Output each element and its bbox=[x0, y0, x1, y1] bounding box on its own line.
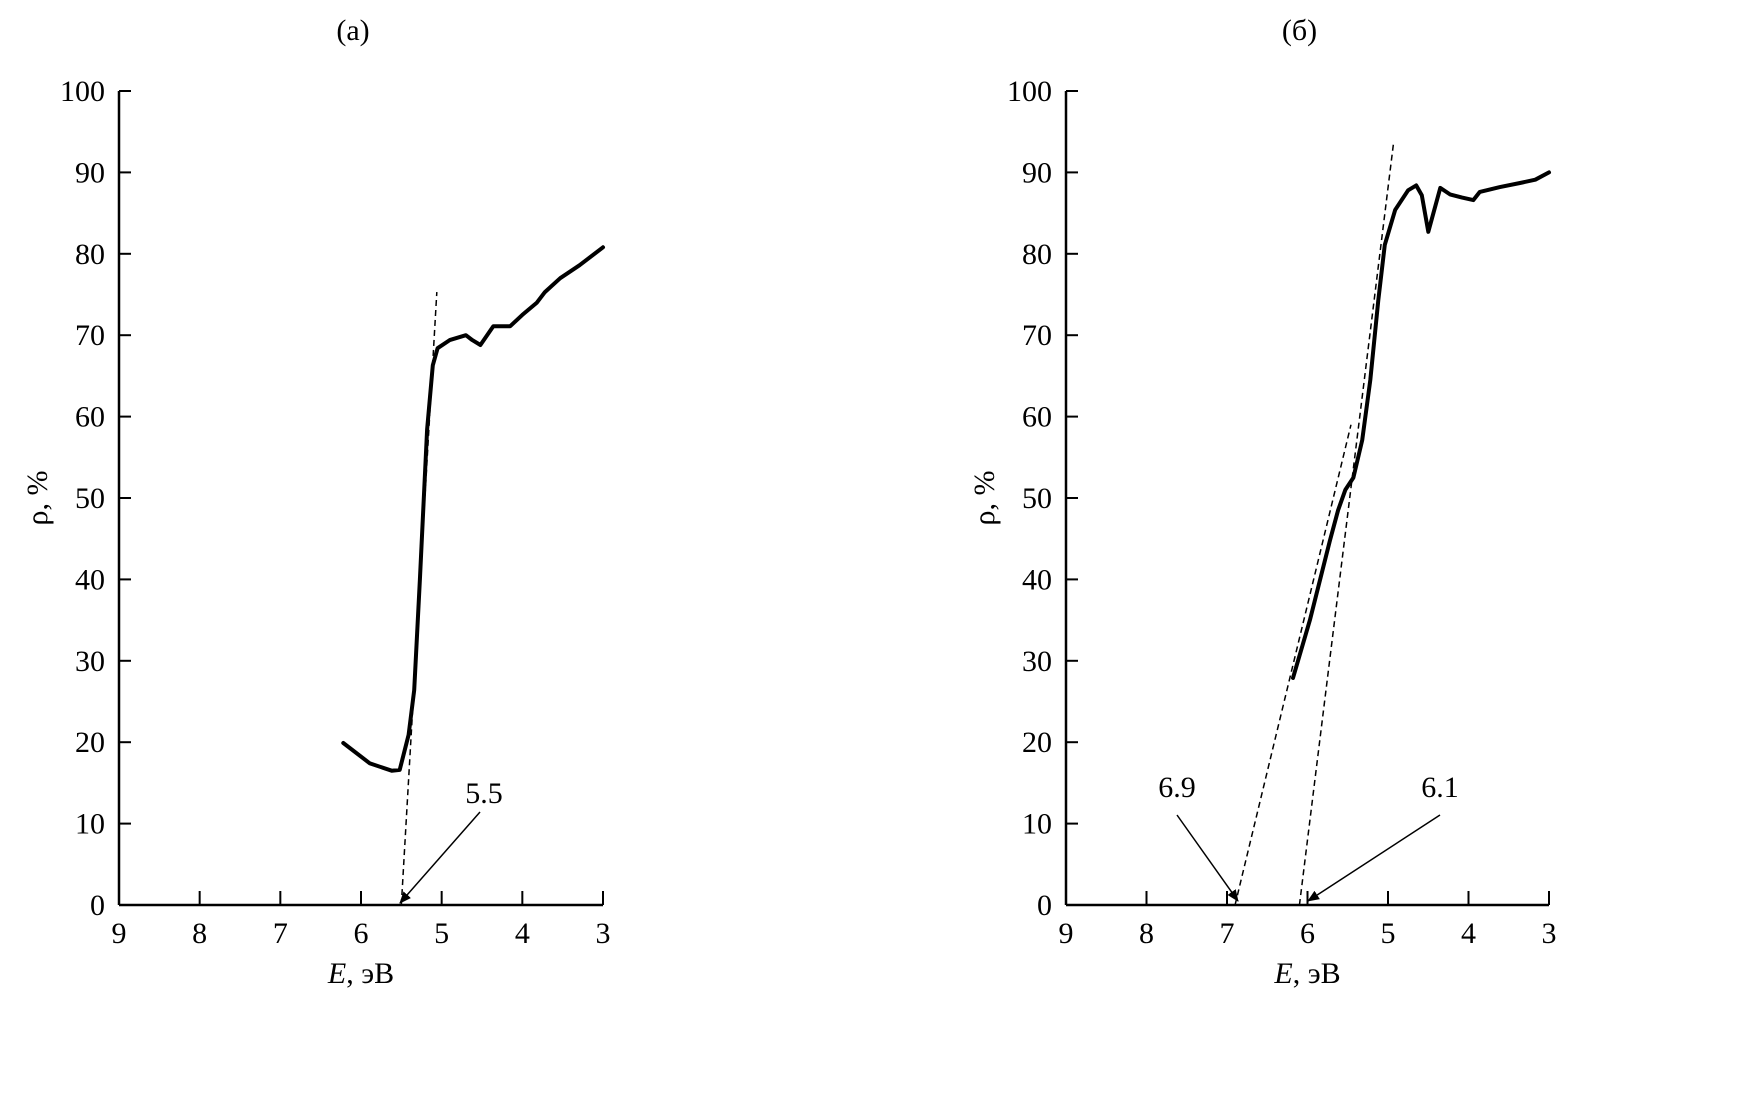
y-tick-label: 0 bbox=[90, 889, 105, 922]
y-tick-label: 20 bbox=[75, 726, 105, 759]
annotation-arrow bbox=[1176, 814, 1239, 902]
panel-title: (a) bbox=[336, 14, 369, 47]
x-axis-label-symbol: E bbox=[327, 957, 346, 990]
y-tick-label: 10 bbox=[75, 808, 105, 841]
x-tick-label: 8 bbox=[192, 917, 207, 950]
y-tick-label: 30 bbox=[75, 645, 105, 678]
x-tick-label: 5 bbox=[434, 917, 449, 950]
tangent-line bbox=[1234, 424, 1352, 906]
y-tick-label: 80 bbox=[75, 238, 105, 271]
y-tick-label: 100 bbox=[1007, 75, 1052, 108]
annotation-label: 6.9 bbox=[1158, 771, 1196, 804]
x-tick-label: 3 bbox=[1542, 917, 1557, 950]
data-line bbox=[341, 245, 605, 773]
x-tick-label: 7 bbox=[1220, 917, 1235, 950]
x-tick-label: 9 bbox=[1059, 917, 1074, 950]
panel-1: (б) 0 10 20 30 40 50 60 70 80 90 100 9 8 7 6 5 4 3 E, эВ ρ, … bbox=[968, 14, 1557, 990]
x-tick-label: 8 bbox=[1139, 917, 1154, 950]
y-tick-label: 40 bbox=[75, 563, 105, 596]
y-tick-label: 30 bbox=[1022, 645, 1052, 678]
y-tick-label: 90 bbox=[75, 156, 105, 189]
y-axis-label: ρ, % bbox=[968, 471, 1001, 526]
y-tick-label: 60 bbox=[75, 401, 105, 434]
panel-title: (б) bbox=[1282, 14, 1317, 47]
x-axis-label: E, эВ bbox=[1273, 957, 1340, 990]
y-tick-label: 90 bbox=[1022, 156, 1052, 189]
y-tick-label: 100 bbox=[60, 75, 105, 108]
x-tick-label: 7 bbox=[273, 917, 288, 950]
x-tick-label: 6 bbox=[1300, 917, 1315, 950]
data-line bbox=[1291, 170, 1551, 680]
y-tick-label: 20 bbox=[1022, 726, 1052, 759]
annotation-arrow bbox=[399, 811, 481, 904]
y-axis-label: ρ, % bbox=[21, 471, 54, 526]
annotation-label: 6.1 bbox=[1421, 771, 1459, 804]
y-tick-label: 40 bbox=[1022, 563, 1052, 596]
y-tick-label: 10 bbox=[1022, 808, 1052, 841]
annotation-arrow bbox=[1307, 814, 1441, 902]
panel-0: (a) 0 10 20 30 40 50 60 70 80 90 100 9 8 7 6 5 4 3 E, эВ ρ, … bbox=[21, 14, 611, 990]
y-tick-label: 80 bbox=[1022, 238, 1052, 271]
y-tick-label: 50 bbox=[1022, 482, 1052, 515]
x-axis-label: E, эВ bbox=[327, 957, 394, 990]
x-tick-label: 6 bbox=[354, 917, 369, 950]
y-tick-label: 60 bbox=[1022, 401, 1052, 434]
y-tick-label: 50 bbox=[75, 482, 105, 515]
x-tick-label: 5 bbox=[1381, 917, 1396, 950]
x-axis-label-unit: , эВ bbox=[1293, 957, 1341, 990]
x-tick-label: 4 bbox=[1461, 917, 1476, 950]
y-tick-label: 0 bbox=[1037, 889, 1052, 922]
annotation-label: 5.5 bbox=[465, 777, 503, 810]
x-tick-label: 4 bbox=[515, 917, 530, 950]
x-tick-label: 3 bbox=[596, 917, 611, 950]
y-tick-label: 70 bbox=[1022, 319, 1052, 352]
x-tick-label: 9 bbox=[112, 917, 127, 950]
x-axis-label-symbol: E bbox=[1273, 957, 1292, 990]
y-tick-label: 70 bbox=[75, 319, 105, 352]
x-axis-label-unit: , эВ bbox=[346, 957, 394, 990]
tangent-line bbox=[1298, 142, 1395, 906]
